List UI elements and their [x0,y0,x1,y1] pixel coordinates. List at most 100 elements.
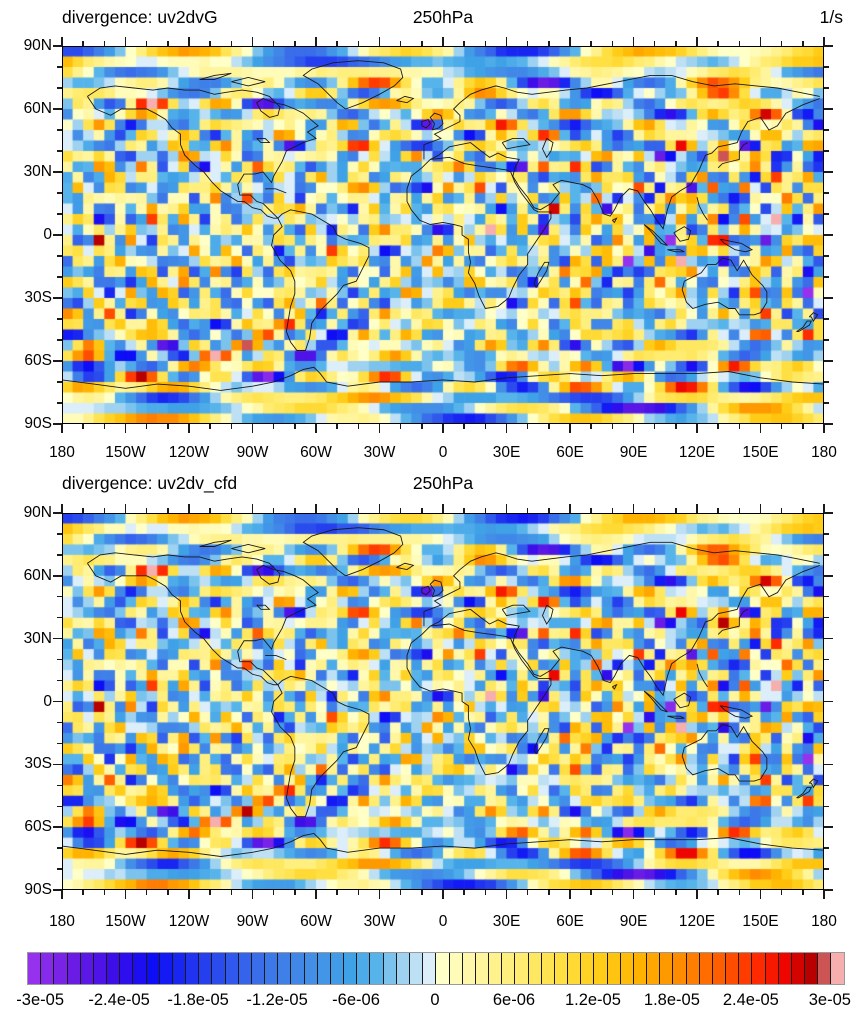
lat-major-tick [824,889,833,891]
lon-minor-tick [230,890,233,895]
lon-minor-tick [738,424,741,429]
colorbar-box [752,953,766,984]
colorbar [27,952,845,985]
colorbar-box [712,953,727,984]
lon-major-tick [124,504,127,513]
panel2-map [62,513,824,890]
lon-major-tick [505,37,508,46]
coastline-path [303,61,402,109]
lon-minor-tick [653,424,656,429]
lon-major-tick [759,37,762,46]
coastline-path [231,78,265,86]
lat-minor-tick [57,402,62,404]
colorbar-box [172,953,187,984]
colorbar-box [357,953,371,984]
panel2-level-label: 250hPa [412,473,474,493]
lat-minor-tick [824,805,829,807]
lon-major-tick [505,424,508,433]
lon-minor-tick [780,424,783,429]
coastline-path [796,787,811,797]
lon-major-tick [569,890,571,899]
lon-minor-tick [209,424,211,429]
lon-major-tick [61,424,63,433]
lon-minor-tick [738,890,741,895]
lon-minor-tick [294,41,296,46]
coastline-path [430,113,443,130]
lat-major-tick [824,45,833,47]
lon-minor-tick [399,890,402,895]
lat-major-tick [824,512,833,514]
lat-major-tick [53,423,62,425]
lon-minor-tick [717,890,719,895]
colorbar-box [568,953,582,984]
lon-minor-tick [336,508,338,513]
colorbar-box [607,953,621,984]
lon-major-tick [569,504,571,513]
lon-major-tick [823,424,825,433]
lon-minor-tick [145,508,148,513]
lon-minor-tick [802,424,804,429]
lat-minor-tick [824,66,829,68]
lon-minor-tick [463,424,465,429]
lon-tick-label: 150W [105,913,146,930]
lat-tick-label: 60S [24,352,52,369]
lon-major-tick [632,424,635,433]
lat-major-tick [824,575,833,577]
colorbar-tick-label: 6e-06 [492,991,536,1009]
lat-major-tick [53,826,62,828]
lat-major-tick [824,423,833,425]
lat-tick-label: 90S [24,881,52,898]
coastline-path [422,120,430,128]
lon-minor-tick [526,508,529,513]
coastline-path [272,210,369,351]
lon-minor-tick [167,890,169,895]
colorbar-box [133,953,147,984]
lon-minor-tick [421,890,423,895]
lat-major-tick [824,360,833,362]
panel1-units-label: 1/s [819,7,843,27]
coastline-path [396,96,413,102]
coastline-path [612,218,616,222]
panel1-divergence-field-canvas [62,46,824,424]
lon-minor-tick [103,508,106,513]
lat-minor-tick [824,213,829,215]
colorbar-box [475,953,490,984]
lon-minor-tick [548,41,550,46]
colorbar-box [370,953,384,984]
panel1-coastline-overlay [62,46,824,424]
lon-minor-tick [167,41,169,46]
lon-minor-tick [717,424,719,429]
lon-minor-tick [82,41,84,46]
coastline-path [612,685,616,689]
colorbar-box [699,953,713,984]
colorbar-tick-label: 3e-05 [808,991,851,1009]
lon-minor-tick [103,41,106,46]
coastline-path [303,528,402,576]
lon-major-tick [823,37,825,46]
coastline-path [674,227,691,242]
lon-minor-tick [357,508,360,513]
colorbar-box [423,953,437,984]
colorbar-box [265,953,279,984]
colorbar-box [54,953,68,984]
lon-minor-tick [399,424,402,429]
lat-minor-tick [57,87,62,89]
colorbar-box [409,953,424,984]
colorbar-box [436,953,450,984]
lon-major-tick [442,504,444,513]
lat-major-tick [53,108,62,110]
lat-minor-tick [824,847,829,849]
lon-minor-tick [802,41,804,46]
colorbar-box [159,953,173,984]
coastline-path [87,553,318,685]
lon-minor-tick [463,41,465,46]
lon-tick-label: 180 [811,913,837,930]
colorbar-box [805,953,819,984]
lat-tick-label: 90N [23,37,52,54]
coastline-path [257,605,270,609]
colorbar-box [647,953,661,984]
coastline-path [720,706,752,719]
lat-minor-tick [824,868,829,870]
lat-minor-tick [57,784,62,786]
lat-minor-tick [57,339,62,341]
